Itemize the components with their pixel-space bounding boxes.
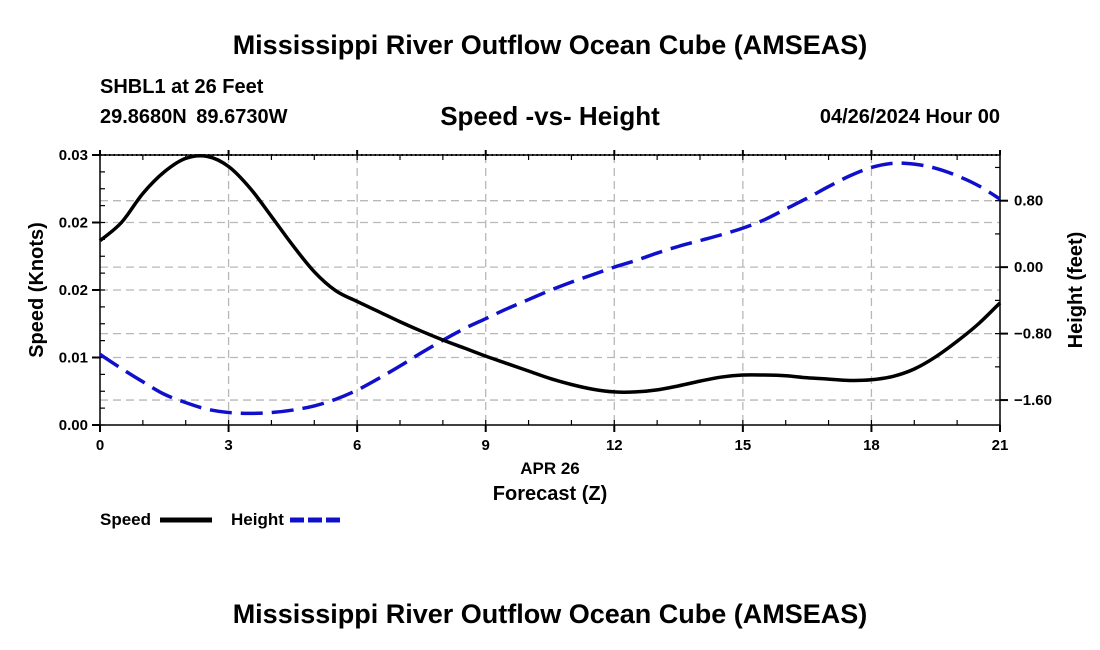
x-axis-date-label: APR 26 [520,459,580,478]
x-axis-ticks: 0 3 6 9 12 15 18 21 [96,150,1009,454]
x-tick-label: 6 [353,437,361,454]
y-axis-ticks: 0.00 0.01 0.02 0.02 0.03 [59,147,100,434]
y2-tick-label: 0.80 [1014,193,1043,210]
x-tick-label: 21 [992,437,1009,454]
y2-axis-label: Height (feet) [1065,232,1087,349]
chart-subtitle: Speed -vs- Height [440,101,660,131]
main-title: Mississippi River Outflow Ocean Cube (AM… [232,30,868,60]
x-tick-label: 0 [96,437,104,454]
speed-series-line [98,153,1002,394]
footer-title: Mississippi River Outflow Ocean Cube (AM… [232,599,868,629]
y2-tick-label: −0.80 [1014,326,1052,343]
x-tick-label: 12 [606,437,623,454]
y-tick-label: 0.01 [59,350,88,367]
station-label: SHBL1 at 26 Feet [100,76,264,98]
legend-height-label: Height [231,510,284,529]
x-tick-label: 9 [482,437,490,454]
y-tick-label: 0.03 [59,147,88,164]
legend-speed-label: Speed [100,510,151,529]
y-tick-label: 0.00 [59,417,88,434]
x-tick-label: 18 [863,437,880,454]
y2-axis-ticks: 0.80 0.00 −0.80 −1.60 [1000,193,1052,409]
x-axis-label: Forecast (Z) [493,483,607,505]
x-tick-label: 3 [224,437,232,454]
x-tick-label: 15 [735,437,752,454]
legend: Speed Height [100,510,343,529]
y-axis-label: Speed (Knots) [26,222,48,358]
coordinates-label: 29.8680N 89.6730W [100,106,288,128]
y-tick-label: 0.02 [59,215,88,232]
y2-tick-label: −1.60 [1014,392,1052,409]
y2-tick-label: 0.00 [1014,259,1043,276]
y-tick-label: 0.02 [59,282,88,299]
height-series-line [99,161,1001,416]
grid-lines [100,155,1000,425]
datetime-label: 04/26/2024 Hour 00 [819,106,1000,128]
